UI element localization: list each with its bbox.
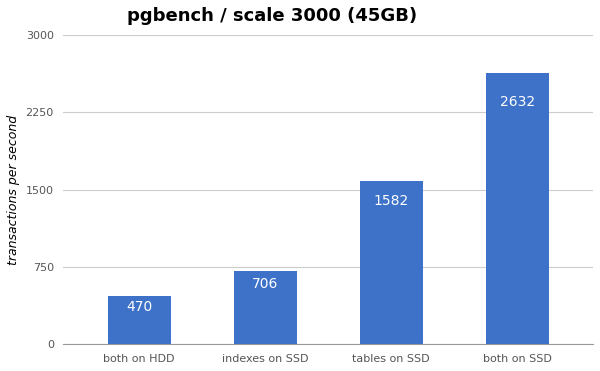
Text: 706: 706 bbox=[252, 278, 278, 291]
Bar bbox=[107, 296, 170, 344]
Text: 470: 470 bbox=[126, 300, 152, 314]
Bar bbox=[360, 181, 423, 344]
Bar bbox=[233, 272, 297, 344]
Text: 2632: 2632 bbox=[500, 95, 535, 109]
Text: 1582: 1582 bbox=[374, 194, 409, 208]
Y-axis label: transactions per second: transactions per second bbox=[7, 115, 20, 265]
Text: pgbench / scale 3000 (45GB): pgbench / scale 3000 (45GB) bbox=[127, 7, 417, 25]
Bar bbox=[486, 73, 549, 344]
